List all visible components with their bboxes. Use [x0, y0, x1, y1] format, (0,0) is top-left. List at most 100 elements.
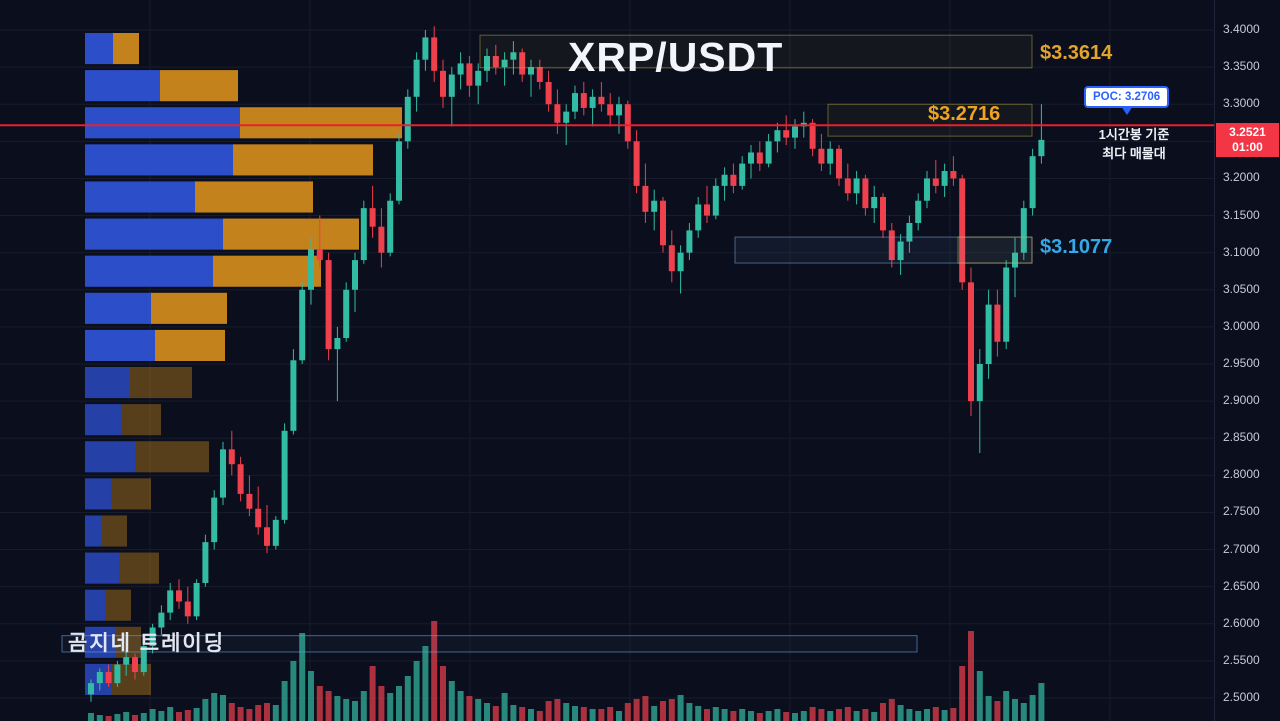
volume-bar: [712, 707, 719, 721]
candle-body: [149, 627, 156, 647]
candle-body: [167, 590, 174, 613]
volume-bar: [862, 709, 869, 721]
volume-bar: [299, 633, 306, 721]
volume-bar: [334, 696, 341, 721]
volume-bar: [167, 707, 174, 721]
candle-body: [528, 67, 534, 75]
volume-bar: [836, 709, 842, 721]
price-axis[interactable]: 3.4000 3.3500 3.3000 3.2000 3.1500 3.1000 3.05…: [1214, 0, 1280, 721]
profile-bar-buy: [85, 292, 151, 324]
candle-body: [712, 185, 719, 216]
candle-body: [96, 672, 103, 684]
price-axis-label: 2.6500: [1223, 578, 1260, 593]
zone-box-support-3-1077-inner[interactable]: [957, 236, 1033, 264]
volume-bar: [994, 701, 1001, 721]
volume-bar: [184, 710, 191, 721]
poc-tooltip: POC: 3.2706: [1084, 86, 1170, 115]
last-price-badge: 3.2521 01:00: [1216, 122, 1279, 157]
volume-bar: [316, 686, 323, 721]
volume-bar: [985, 696, 992, 721]
profile-bar-buy: [85, 552, 119, 584]
volume-bar: [853, 711, 860, 721]
countdown-timer: 01:00: [1232, 139, 1263, 154]
candle-body: [668, 245, 675, 272]
candle-body: [932, 178, 939, 186]
candle-body: [88, 683, 94, 695]
volume-bar: [272, 705, 279, 721]
volume-bar: [545, 701, 552, 721]
price-axis-label: 3.4000: [1223, 22, 1260, 36]
zone-box-resistance-3-2716[interactable]: [827, 103, 1033, 137]
volume-bar: [915, 711, 922, 721]
profile-bar-sell: [115, 626, 141, 658]
volume-bar: [589, 709, 596, 721]
price-axis-label: 2.9500: [1223, 356, 1260, 370]
candle-body: [510, 52, 517, 60]
poc-tooltip-arrow-icon: [1120, 106, 1133, 115]
candle-body: [774, 130, 781, 142]
annotation-text: 1시간봉 기준 최다 매물대: [1078, 125, 1190, 163]
candle-body: [404, 96, 411, 142]
candle-body: [387, 200, 394, 253]
profile-bar-buy: [85, 626, 115, 658]
volume-bar: [193, 708, 200, 721]
candle-body: [880, 197, 886, 231]
volume-bar: [431, 621, 438, 721]
candle-body: [941, 171, 948, 186]
volume-bar: [607, 707, 614, 721]
candle-body: [624, 104, 631, 142]
volume-bar: [633, 699, 640, 721]
candle-body: [836, 148, 842, 179]
profile-bar-buy: [85, 478, 111, 510]
volume-bar: [237, 707, 244, 721]
volume-bar: [906, 709, 913, 721]
profile-bar-buy: [85, 181, 195, 213]
volume-bar: [246, 709, 253, 721]
price-axis-label: 3.1000: [1223, 244, 1260, 259]
candle-body: [950, 171, 957, 179]
candle-body: [976, 364, 983, 402]
volume-bar: [756, 713, 763, 721]
candle-body: [607, 104, 614, 116]
volume-bar: [528, 709, 534, 721]
volume-bar: [748, 711, 754, 721]
profile-bar-sell: [135, 441, 209, 473]
candle-body: [105, 672, 112, 684]
volume-bar: [897, 705, 904, 721]
zone-box-watermark-zone[interactable]: [61, 635, 918, 653]
candle-body: [484, 55, 490, 71]
candle-body: [959, 178, 966, 283]
volume-bar: [783, 712, 790, 721]
candle-body: [255, 508, 262, 528]
volume-bar: [308, 671, 314, 721]
volume-bar: [360, 691, 367, 721]
volume-bar: [158, 711, 165, 721]
candle-body: [924, 178, 930, 201]
candle-body: [290, 360, 297, 431]
annotation-line1: 1시간봉 기준: [1098, 127, 1170, 142]
zone-box-resistance-3-3614[interactable]: [479, 34, 1033, 69]
volume-bar: [88, 713, 94, 721]
candle-body: [968, 282, 974, 402]
level-label-mid: $3.2716: [928, 103, 1001, 125]
candle-body: [316, 248, 323, 261]
volume-bar: [950, 708, 957, 721]
last-price-value: 3.2521: [1229, 124, 1266, 139]
candle-body: [888, 230, 895, 261]
candle-body: [686, 230, 693, 253]
candle-body: [202, 542, 209, 583]
candle-body: [308, 248, 314, 290]
candle-body: [246, 493, 253, 509]
volume-bar: [1029, 695, 1036, 721]
price-axis-label: 2.6000: [1223, 615, 1260, 630]
volume-bar: [492, 706, 499, 721]
profile-bar-sell: [240, 107, 402, 139]
candle-body: [325, 260, 332, 350]
candle-body: [132, 657, 138, 673]
candle-body: [660, 200, 666, 246]
profile-bar-buy: [85, 144, 233, 176]
price-axis-label: 2.8000: [1223, 467, 1260, 482]
candle-body: [448, 74, 455, 97]
